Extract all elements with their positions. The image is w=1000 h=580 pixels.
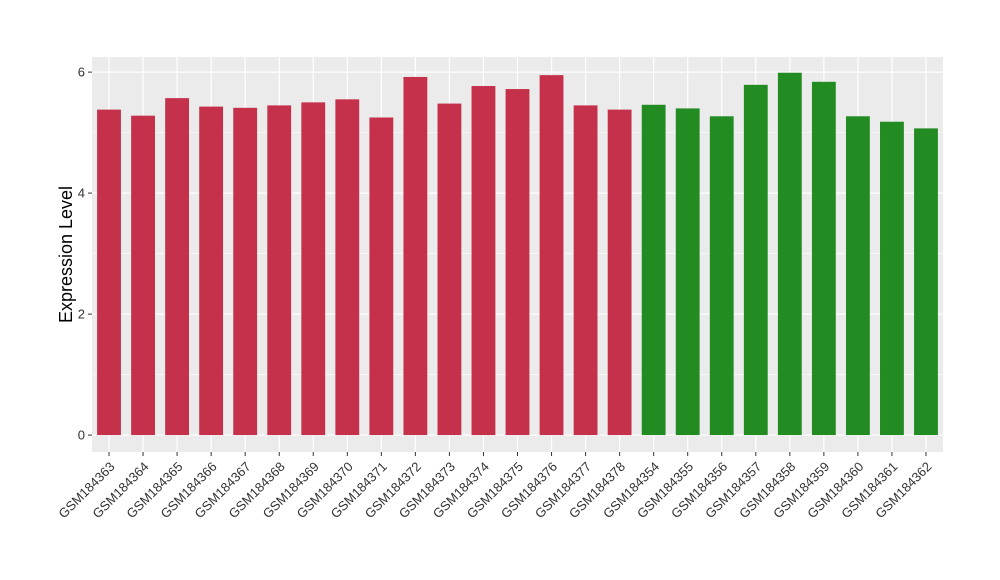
bar-GSM184376 <box>539 75 564 436</box>
bar-GSM184378 <box>607 109 632 436</box>
bar-GSM184362 <box>914 128 938 436</box>
bar-GSM184364 <box>131 115 155 436</box>
bar-GSM184368 <box>267 105 292 436</box>
bar-GSM184374 <box>471 86 496 436</box>
bar-GSM184369 <box>301 102 326 436</box>
bar-GSM184367 <box>233 107 258 436</box>
bar-GSM184373 <box>437 103 462 436</box>
y-tick-label: 0 <box>78 428 85 443</box>
bar-GSM184372 <box>403 76 428 436</box>
bar-GSM184366 <box>199 106 224 436</box>
bar-GSM184360 <box>845 116 870 436</box>
y-tick-label: 6 <box>78 65 85 80</box>
y-axis: 0 2 4 6 <box>78 65 92 443</box>
bar-GSM184377 <box>573 105 598 436</box>
y-tick-label: 4 <box>78 186 85 201</box>
bar-GSM184375 <box>505 89 530 436</box>
bar-GSM184371 <box>369 117 394 436</box>
x-axis: GSM184363GSM184364GSM184365GSM184366GSM1… <box>55 452 935 521</box>
bar-GSM184370 <box>335 99 360 436</box>
bars <box>97 72 938 436</box>
y-tick-label: 2 <box>78 307 85 322</box>
bar-GSM184355 <box>675 108 700 436</box>
bar-GSM184357 <box>743 84 768 436</box>
bar-GSM184354 <box>641 104 666 436</box>
bar-GSM184363 <box>97 109 121 436</box>
bar-GSM184356 <box>709 116 734 436</box>
bar-GSM184365 <box>165 98 190 436</box>
y-axis-title: Expression Level <box>56 186 76 323</box>
bar-GSM184361 <box>880 121 904 436</box>
bar-GSM184358 <box>777 72 802 436</box>
bar-GSM184359 <box>811 81 836 436</box>
